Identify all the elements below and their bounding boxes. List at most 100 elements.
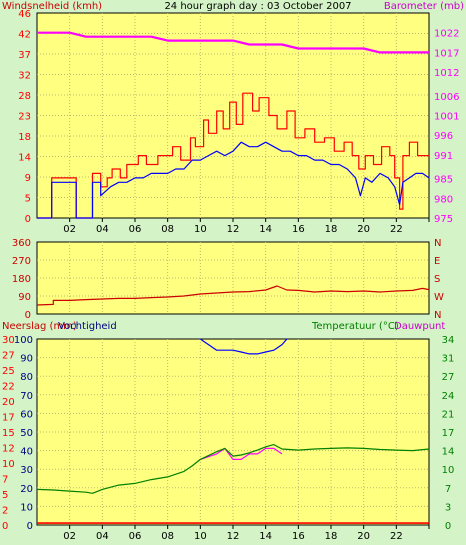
direction-line <box>36 285 430 306</box>
barometer-tick-label: 985 <box>434 175 453 186</box>
humidity-ticks: 0 10 20 30 40 50 60 70 80 90 100 <box>14 335 33 532</box>
rain-tick-label: 5 <box>2 490 8 501</box>
wind-speed-tick-label: 5 <box>25 194 31 205</box>
wind-speed-ticks: 0 5 9 14 18 23 28 32 37 42 46 <box>18 9 31 225</box>
climate-time-tick-label: 12 <box>227 531 240 542</box>
climate-time-tick-label: 22 <box>390 531 403 542</box>
wind-speed-tick-label: 14 <box>18 153 31 164</box>
barometer-tick-label: 996 <box>434 131 453 142</box>
temperature-axis-title: Temperatuur (°C) <box>311 321 399 332</box>
humidity-tick-label: 10 <box>20 502 33 513</box>
wind-time-tick-label: 18 <box>325 224 338 235</box>
climate-time-tick-label: 14 <box>259 531 272 542</box>
humidity-tick-label: 40 <box>20 447 33 458</box>
wind-time-tick-label: 06 <box>129 224 142 235</box>
wind-speed-tick-label: 37 <box>18 50 31 61</box>
rain-tick-label: 22 <box>2 382 15 393</box>
wind-time-tick-label: 14 <box>259 224 272 235</box>
humidity-tick-label: 80 <box>20 372 33 383</box>
climate-time-tick-label: 18 <box>325 531 338 542</box>
temperature-tick-label: 24 <box>442 391 455 402</box>
rain-tick-label: 30 <box>2 335 15 346</box>
wind-time-tick-label: 16 <box>292 224 305 235</box>
direction-degree-label: 0 <box>25 310 31 321</box>
barometer-tick-label: 1022 <box>434 29 459 40</box>
direction-compass-label: E <box>434 256 440 267</box>
humidity-tick-label: 60 <box>20 409 33 420</box>
rain-humidity-temperature-chart: Neerslag (mm) Vochtigheid Temperatuur (°… <box>2 321 454 542</box>
barometer-ticks: 975 980 985 991 996 1001 1006 1012 1017 1022 <box>434 29 459 225</box>
graph-title: 24 hour graph day : 03 October 2007 <box>164 1 351 12</box>
humidity-line <box>199 338 288 355</box>
temperature-tick-label: 7 <box>445 484 451 495</box>
direction-series <box>36 285 430 306</box>
climate-series <box>36 338 430 524</box>
wind-speed-tick-label: 28 <box>18 91 31 102</box>
wind-time-tick-label: 10 <box>194 224 207 235</box>
temperature-tick-label: 3 <box>445 502 451 513</box>
direction-compass-label: W <box>434 292 444 303</box>
wind-line <box>37 141 430 219</box>
rain-tick-label: 7 <box>2 475 8 486</box>
wind-speed-tick-label: 32 <box>18 71 31 82</box>
direction-degree-label: 90 <box>18 292 31 303</box>
rain-tick-label: 20 <box>2 397 15 408</box>
rain-tick-label: 17 <box>2 413 15 424</box>
rain-tick-label: 25 <box>2 366 15 377</box>
temperature-tick-label: 10 <box>442 465 455 476</box>
barometer-axis-title: Barometer (mb) <box>384 1 464 12</box>
wind-time-tick-label: 20 <box>357 224 370 235</box>
climate-time-tick-label: 06 <box>129 531 142 542</box>
temperature-tick-label: 31 <box>442 354 455 365</box>
humidity-tick-label: 70 <box>20 391 33 402</box>
rain-tick-label: 0 <box>2 521 8 532</box>
temperature-tick-label: 14 <box>442 447 455 458</box>
wind-speed-tick-label: 42 <box>18 30 31 41</box>
wind-series <box>37 31 430 219</box>
wind-speed-tick-label: 0 <box>25 214 31 225</box>
barometer-tick-label: 1017 <box>434 48 459 59</box>
climate-time-tick-label: 04 <box>96 531 109 542</box>
humidity-tick-label: 30 <box>20 465 33 476</box>
wind-axis-title: Windsnelheid (kmh) <box>2 1 102 12</box>
climate-time-tick-label: 02 <box>63 531 76 542</box>
direction-degree-ticks: 0 90 180 270 360 <box>12 238 31 321</box>
humidity-tick-label: 100 <box>14 335 33 346</box>
barometer-line <box>37 31 429 54</box>
temperature-tick-label: 0 <box>445 521 451 532</box>
rain-tick-label: 2 <box>2 506 8 517</box>
rain-tick-label: 12 <box>2 444 15 455</box>
barometer-tick-label: 1006 <box>434 92 459 103</box>
climate-time-tick-label: 08 <box>161 531 174 542</box>
wind-speed-tick-label: 23 <box>18 112 31 123</box>
wind-time-tick-label: 12 <box>227 224 240 235</box>
gust-line <box>37 92 429 219</box>
wind-time-tick-label: 04 <box>96 224 109 235</box>
humidity-tick-label: 0 <box>27 521 33 532</box>
dewpoint-axis-title: Dauwpunt <box>394 321 445 332</box>
humidity-axis-title: Vochtigheid <box>58 321 117 332</box>
barometer-tick-label: 1001 <box>434 112 459 123</box>
wind-time-ticks: 02 04 06 08 10 12 14 16 18 20 22 <box>63 218 430 235</box>
barometer-tick-label: 980 <box>434 194 453 205</box>
humidity-tick-label: 50 <box>20 428 33 439</box>
temperature-tick-label: 34 <box>442 335 455 346</box>
humidity-tick-label: 20 <box>20 484 33 495</box>
climate-time-tick-label: 20 <box>357 531 370 542</box>
temperature-tick-label: 27 <box>442 372 455 383</box>
rain-tick-label: 15 <box>2 428 15 439</box>
direction-degree-label: 270 <box>12 256 31 267</box>
direction-degree-label: 180 <box>12 274 31 285</box>
barometer-tick-label: 1012 <box>434 68 459 79</box>
wind-speed-tick-label: 18 <box>18 132 31 143</box>
barometer-tick-label: 975 <box>434 214 453 225</box>
barometer-tick-label: 991 <box>434 151 453 162</box>
temperature-ticks: 0 3 7 10 14 17 21 24 27 31 34 <box>442 335 455 532</box>
direction-compass-label: N <box>434 238 441 249</box>
wind-time-tick-label: 22 <box>390 224 403 235</box>
wind-barometer-chart: Windsnelheid (kmh) 24 hour graph day : 0… <box>2 1 464 235</box>
dewpoint-line <box>200 447 283 460</box>
